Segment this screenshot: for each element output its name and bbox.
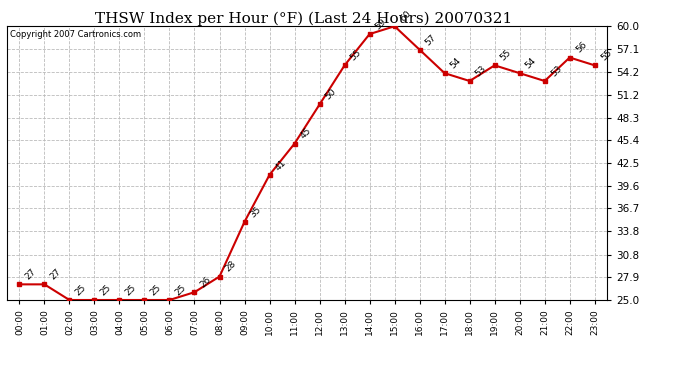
Text: 53: 53 [474,64,489,78]
Text: 35: 35 [248,204,263,219]
Text: 55: 55 [348,48,363,63]
Text: 27: 27 [23,267,38,282]
Text: 27: 27 [48,267,63,282]
Text: 25: 25 [99,283,113,297]
Text: 60: 60 [399,9,413,24]
Text: 25: 25 [74,283,88,297]
Text: 26: 26 [199,275,213,290]
Text: 59: 59 [374,17,388,31]
Text: 55: 55 [499,48,513,63]
Text: 55: 55 [599,48,613,63]
Text: 53: 53 [549,64,563,78]
Text: 54: 54 [524,56,538,70]
Text: 25: 25 [174,283,188,297]
Text: 28: 28 [224,260,238,274]
Text: Copyright 2007 Cartronics.com: Copyright 2007 Cartronics.com [10,30,141,39]
Text: 54: 54 [448,56,463,70]
Text: 57: 57 [424,33,438,47]
Text: 41: 41 [274,158,288,172]
Text: 45: 45 [299,126,313,141]
Text: 50: 50 [324,87,338,102]
Text: 25: 25 [148,283,163,297]
Text: 25: 25 [124,283,138,297]
Text: 56: 56 [574,40,589,55]
Text: THSW Index per Hour (°F) (Last 24 Hours) 20070321: THSW Index per Hour (°F) (Last 24 Hours)… [95,11,512,26]
